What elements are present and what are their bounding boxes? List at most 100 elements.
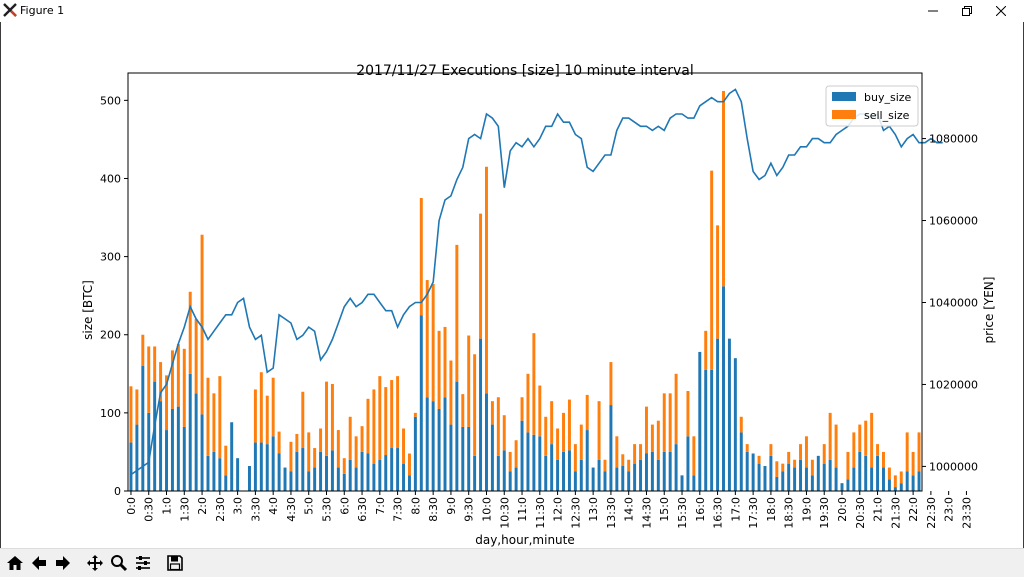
bar-buy — [236, 458, 240, 491]
bar-buy — [656, 459, 660, 491]
bar-sell — [662, 393, 666, 452]
bar-sell — [129, 386, 133, 443]
bar-buy — [810, 475, 814, 491]
bar-sell — [336, 430, 340, 468]
forward-button[interactable] — [52, 552, 74, 574]
bar-sell — [579, 424, 583, 460]
bar-sell — [514, 440, 518, 468]
bar-buy — [212, 451, 216, 491]
bar-buy — [342, 473, 346, 491]
pan-icon — [87, 555, 103, 571]
bar-buy — [218, 458, 222, 491]
bar-buy — [692, 475, 696, 491]
bar-buy — [621, 465, 625, 491]
close-button[interactable] — [978, 0, 1024, 22]
x-tick-label: 0:30 — [143, 497, 156, 522]
x-tick-label: 10:0 — [481, 497, 494, 522]
bar-buy — [182, 426, 186, 491]
x-tick-label: 19:0 — [801, 497, 814, 522]
bar-sell — [799, 444, 803, 460]
bar-buy — [840, 483, 844, 491]
restore-button[interactable] — [944, 0, 990, 22]
bar-sell — [644, 406, 648, 454]
bar-sell — [496, 397, 500, 456]
bar-sell — [295, 433, 299, 452]
save-button[interactable] — [164, 552, 186, 574]
bar-buy — [716, 338, 720, 491]
x-tick-label: 17:0 — [729, 497, 742, 522]
bar-buy — [905, 471, 909, 491]
bar-buy — [627, 471, 631, 491]
bar-sell — [674, 373, 678, 445]
y2-axis-label: price [YEN] — [982, 277, 996, 344]
bar-buy — [562, 451, 565, 491]
bar-sell — [520, 397, 524, 421]
bar-sell — [431, 283, 435, 402]
bar-sell — [562, 412, 565, 452]
bar-buy — [265, 444, 269, 491]
bar-sell — [639, 444, 643, 460]
bar-buy — [567, 450, 571, 491]
bar-buy — [899, 483, 903, 491]
bar-sell — [828, 412, 832, 460]
x-tick-label: 19:30 — [818, 497, 831, 529]
configure-subplots-button[interactable] — [132, 552, 154, 574]
bar-sell — [893, 475, 897, 488]
bar-buy — [230, 422, 234, 491]
bar-sell — [485, 166, 488, 394]
bar-buy — [479, 338, 483, 491]
bar-buy — [508, 471, 512, 491]
bar-buy — [165, 430, 168, 491]
bar-buy — [816, 455, 820, 491]
x-axis-label: day,hour,minute — [475, 533, 575, 547]
bar-sell — [342, 458, 346, 474]
x-tick-label: 1:30 — [178, 497, 191, 522]
bar-sell — [621, 454, 625, 466]
minimize-icon — [928, 10, 938, 12]
bar-buy — [585, 430, 589, 491]
bar-sell — [804, 436, 808, 468]
bar-buy — [887, 479, 891, 491]
bar-buy — [490, 424, 494, 491]
chart-title: 2017/11/27 Executions [size] 10 minute i… — [356, 63, 694, 79]
bar-sell — [633, 444, 637, 464]
bar-buy — [271, 436, 275, 491]
bar-buy — [153, 381, 157, 491]
bar-buy — [307, 471, 311, 491]
bar-buy — [159, 401, 163, 491]
back-button[interactable] — [28, 552, 50, 574]
x-tick-label: 22:30 — [925, 497, 938, 529]
bar-buy — [775, 476, 779, 491]
legend-swatch-buy — [832, 92, 856, 101]
bar-buy — [793, 467, 797, 491]
bar-sell — [573, 444, 577, 472]
bar-sell — [692, 436, 696, 476]
y2-tick-label: 1060000 — [929, 215, 978, 228]
bar-buy — [431, 401, 435, 491]
home-button[interactable] — [4, 552, 26, 574]
bar-sell — [402, 428, 406, 464]
bar-sell — [153, 346, 157, 382]
bar-sell — [461, 394, 465, 427]
x-tick-label: 7:30 — [392, 497, 405, 522]
home-icon — [7, 556, 23, 570]
x-tick-label: 2:0 — [196, 497, 209, 515]
bar-buy — [473, 455, 477, 491]
bar-sell — [479, 213, 483, 339]
pan-button[interactable] — [84, 552, 106, 574]
bar-sell — [864, 420, 868, 456]
bar-buy — [668, 451, 672, 491]
bar-buy — [644, 453, 648, 491]
bar-sell — [330, 383, 334, 451]
bar-buy — [893, 487, 897, 491]
bar-buy — [407, 475, 411, 491]
minimize-button[interactable] — [910, 0, 956, 22]
zoom-button[interactable] — [108, 552, 130, 574]
bar-buy — [170, 408, 174, 491]
bar-sell — [141, 334, 145, 366]
x-tick-label: 12:0 — [552, 497, 565, 522]
zoom-icon — [111, 555, 128, 572]
y-axis-right: 1000000 1020000 1040000 1060000 1080000 — [922, 133, 978, 473]
x-tick-label: 15:30 — [676, 497, 689, 529]
bar-buy — [550, 444, 554, 491]
